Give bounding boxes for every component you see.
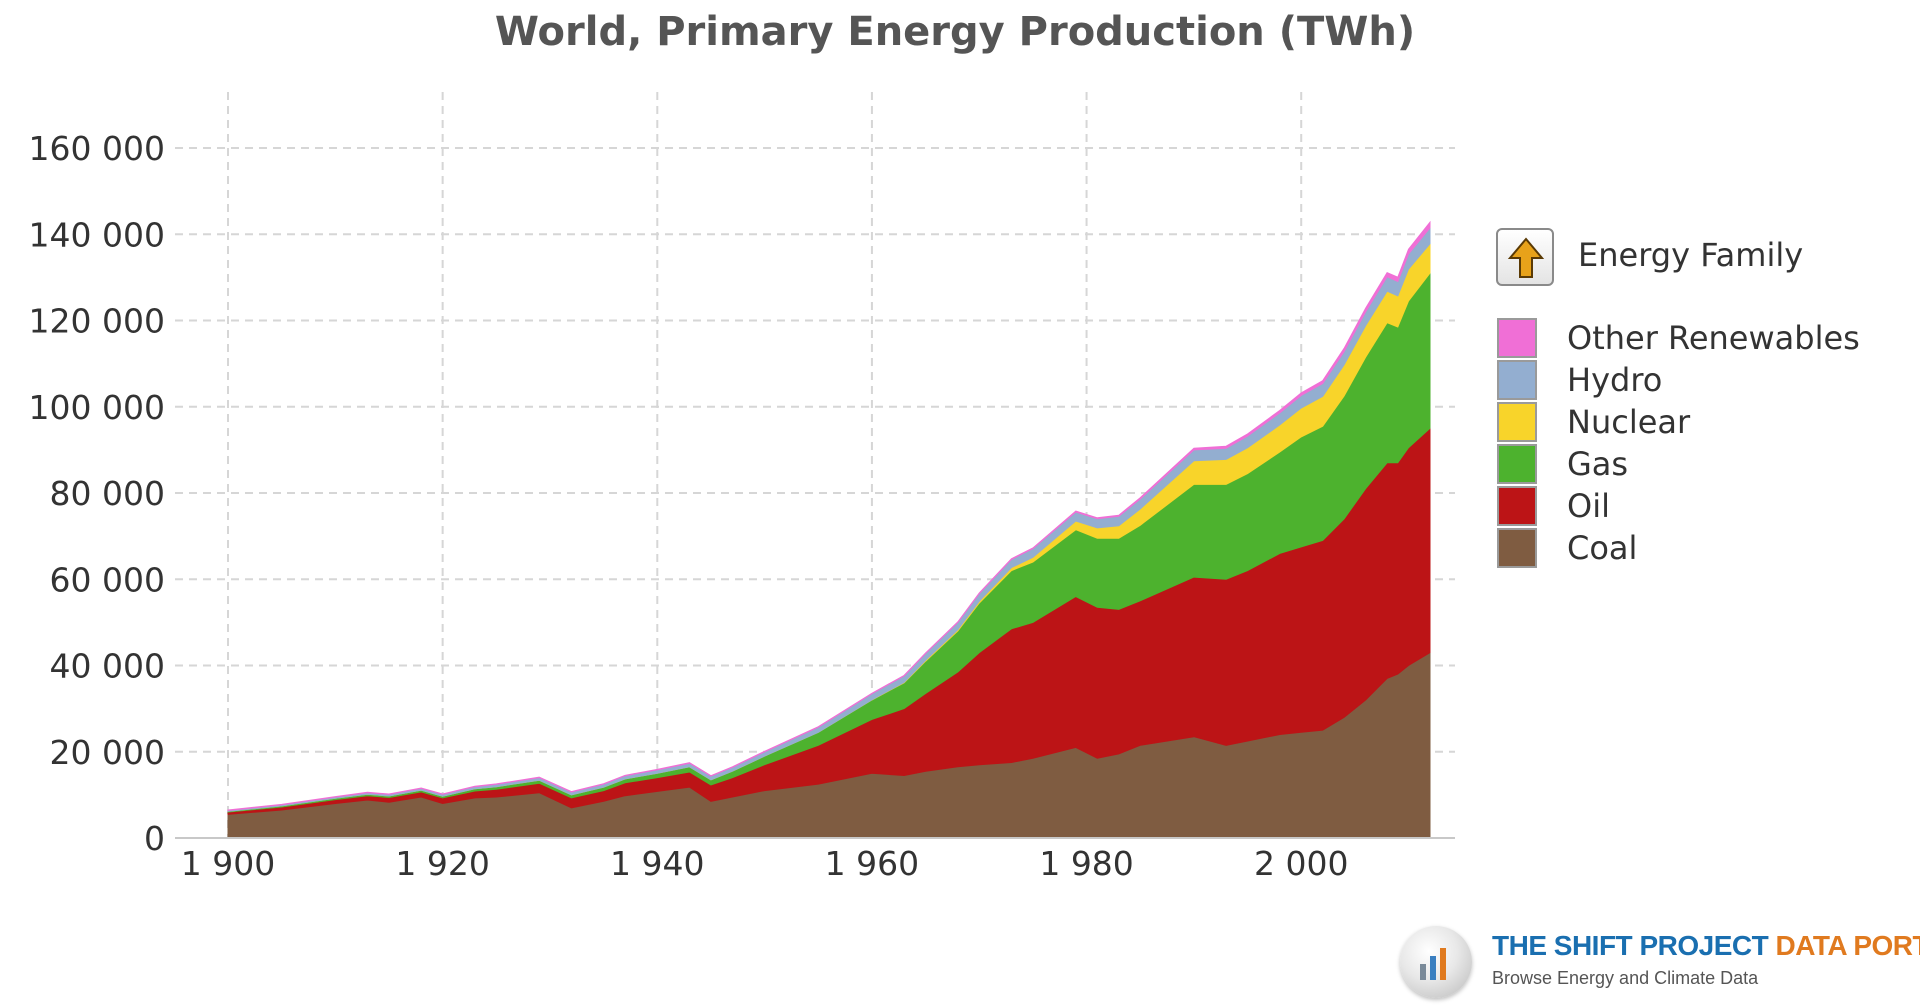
legend-item-hydro[interactable]: Hydro — [1497, 360, 1897, 402]
x-tick-label: 1 940 — [610, 844, 704, 883]
area-series-other-renewables[interactable] — [227, 220, 1431, 811]
drill-up-arrow-icon — [1507, 237, 1545, 278]
stacked-area-plot — [227, 220, 1431, 839]
axes: 0 20 000 40 000 60 000 80 000 100 000 120 000 1… — [29, 129, 1455, 883]
legend-swatch — [1497, 528, 1537, 568]
bar-chart-logo-icon — [1400, 926, 1472, 998]
drill-up-button[interactable] — [1496, 228, 1554, 286]
legend-item-gas[interactable]: Gas — [1497, 444, 1897, 486]
brand-name: THE SHIFT PROJECT DATA PORTAL — [1492, 930, 1920, 962]
legend-item-other-renewables[interactable]: Other Renewables — [1497, 318, 1897, 360]
legend-heading: Energy Family — [1578, 236, 1804, 274]
brand-tagline: Browse Energy and Climate Data — [1492, 968, 1759, 988]
legend-item-coal[interactable]: Coal — [1497, 528, 1897, 570]
y-tick-label: 80 000 — [50, 474, 165, 513]
x-tick-label: 1 960 — [825, 844, 919, 883]
legend-label: Oil — [1567, 487, 1610, 525]
x-tick-label: 1 980 — [1039, 844, 1133, 883]
legend-swatch — [1497, 486, 1537, 526]
y-tick-label: 20 000 — [50, 733, 165, 772]
legend-label: Hydro — [1567, 361, 1663, 399]
brand-name-part2: DATA PORTAL — [1775, 930, 1920, 961]
x-tick-label: 2 000 — [1254, 844, 1348, 883]
legend-label: Gas — [1567, 445, 1629, 483]
y-tick-label: 100 000 — [29, 388, 165, 427]
legend-label: Other Renewables — [1567, 319, 1860, 357]
y-tick-label: 60 000 — [50, 560, 165, 599]
y-tick-label: 140 000 — [29, 215, 165, 254]
legend-label: Nuclear — [1567, 403, 1691, 441]
legend-label: Coal — [1567, 529, 1638, 567]
y-tick-label: 40 000 — [50, 647, 165, 686]
y-tick-label: 120 000 — [29, 302, 165, 341]
x-tick-label: 1 920 — [395, 844, 489, 883]
y-tick-label: 160 000 — [29, 129, 165, 168]
legend-item-nuclear[interactable]: Nuclear — [1497, 402, 1897, 444]
legend-item-oil[interactable]: Oil — [1497, 486, 1897, 528]
legend-swatch — [1497, 318, 1537, 358]
legend-swatch — [1497, 360, 1537, 400]
x-tick-label: 1 900 — [181, 844, 275, 883]
brand-footer[interactable]: THE SHIFT PROJECT DATA PORTAL Browse Ene… — [1400, 920, 1920, 1000]
chart-title: World, Primary Energy Production (TWh) — [495, 9, 1415, 55]
legend-swatch — [1497, 402, 1537, 442]
legend-swatch — [1497, 444, 1537, 484]
y-tick-label: 0 — [144, 819, 165, 858]
brand-name-part1: THE SHIFT PROJECT — [1492, 930, 1769, 961]
